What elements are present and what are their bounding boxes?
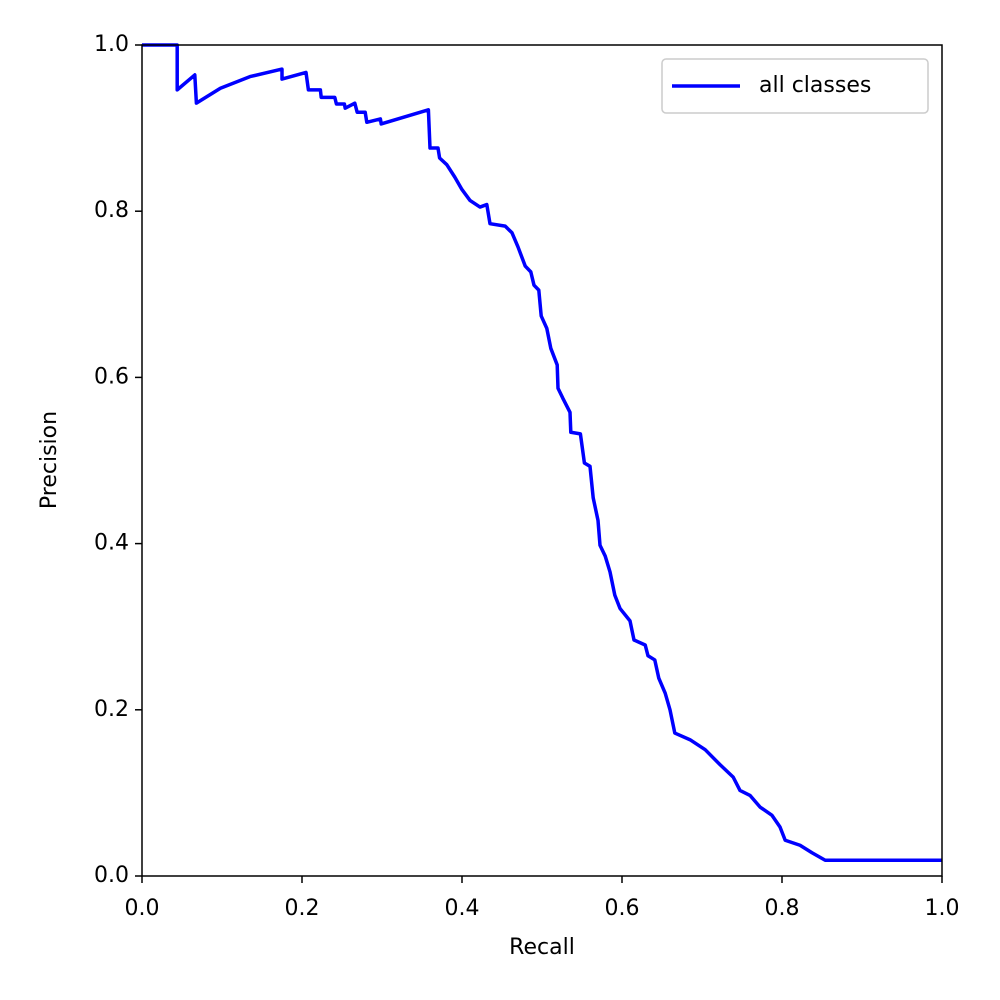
y-tick-label: 0.4 [94, 531, 129, 556]
x-tick-label: 0.2 [285, 896, 320, 921]
x-axis-label: Recall [509, 935, 575, 960]
y-tick-label: 0.6 [94, 364, 129, 389]
plot-frame [141, 44, 943, 877]
y-tick-label: 0.8 [94, 198, 129, 223]
y-tick-label: 1.0 [94, 32, 129, 57]
y-tick-label: 0.0 [94, 863, 129, 888]
x-tick-label: 0.6 [605, 896, 640, 921]
legend-label: all classes [759, 73, 871, 98]
legend-box [661, 58, 929, 114]
x-tick-label: 1.0 [925, 896, 960, 921]
y-axis-label: Precision [37, 411, 62, 509]
x-tick-label: 0.8 [765, 896, 800, 921]
y-tick-label: 0.2 [94, 697, 129, 722]
x-tick-label: 0.0 [125, 896, 160, 921]
x-tick-label: 0.4 [445, 896, 480, 921]
pr-curve [142, 43, 942, 862]
